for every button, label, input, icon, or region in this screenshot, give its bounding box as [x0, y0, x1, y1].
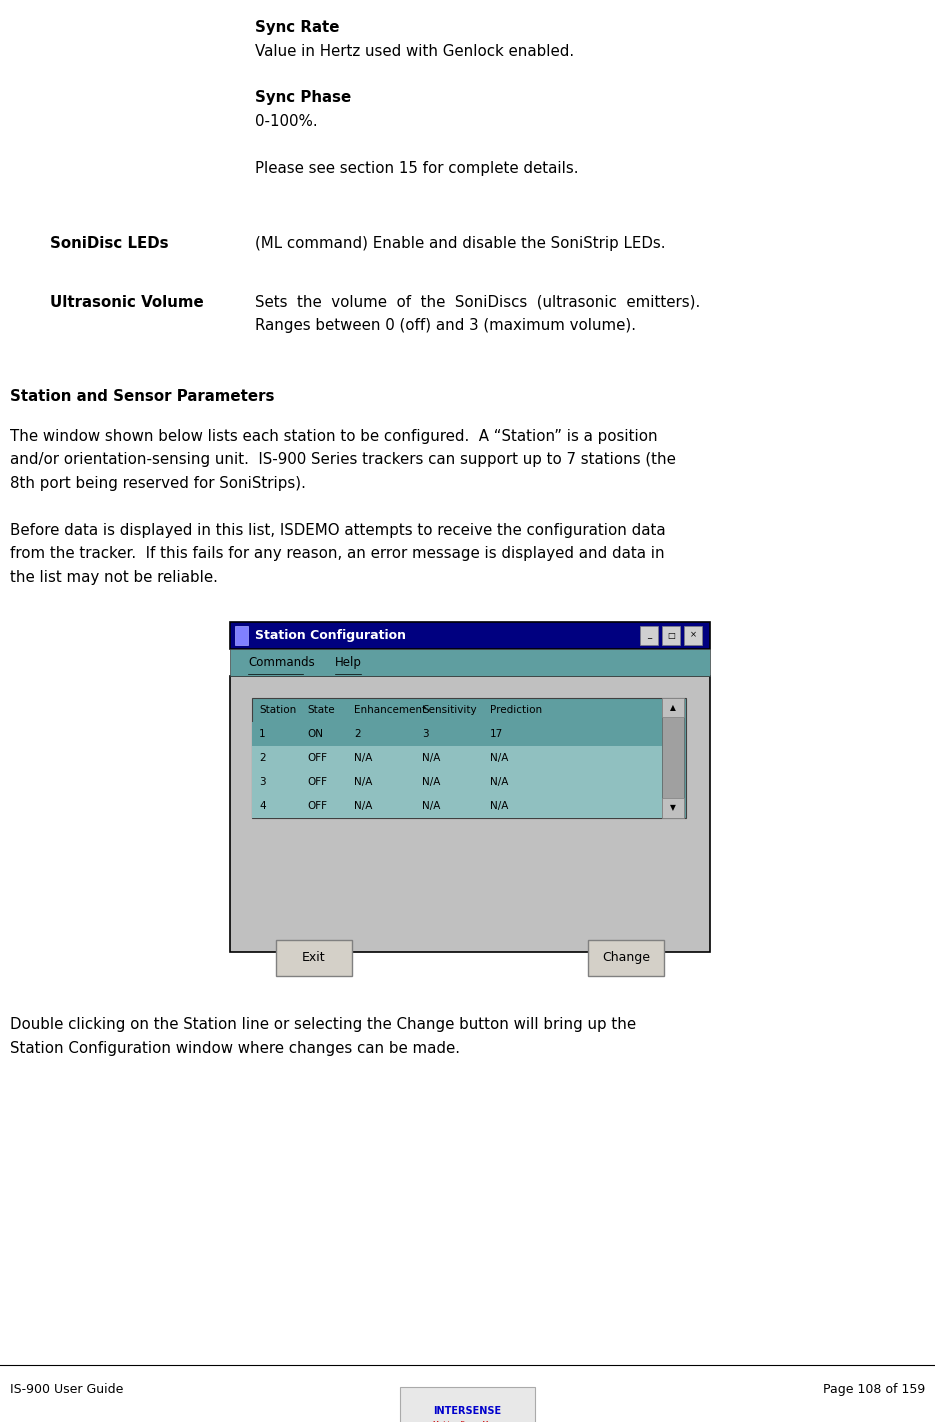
Bar [400, 1386, 535, 1422]
Text: OFF: OFF [307, 801, 327, 811]
Text: 4: 4 [259, 801, 266, 811]
Text: N/A: N/A [354, 776, 372, 786]
Text: Help: Help [335, 656, 362, 668]
Text: Double clicking on the Station line or selecting the Change button will bring up: Double clicking on the Station line or s… [10, 1017, 636, 1032]
Text: 0-100%.: 0-100%. [255, 114, 318, 129]
FancyBboxPatch shape [276, 940, 352, 975]
FancyBboxPatch shape [588, 940, 664, 975]
Text: Prediction: Prediction [490, 704, 542, 715]
Text: ×: × [689, 630, 697, 640]
Text: Enhancement: Enhancement [354, 704, 426, 715]
Text: INTERSENSE: INTERSENSE [434, 1406, 501, 1416]
Text: from the tracker.  If this fails for any reason, an error message is displayed a: from the tracker. If this fails for any … [10, 546, 665, 562]
Text: 3: 3 [259, 776, 266, 786]
Text: State: State [307, 704, 335, 715]
Bar [230, 621, 710, 648]
Text: Exit: Exit [302, 951, 325, 964]
Text: 3: 3 [422, 728, 428, 738]
Text: SoniDisc LEDs: SoniDisc LEDs [50, 236, 168, 252]
Text: 1: 1 [259, 728, 266, 738]
Text: OFF: OFF [307, 752, 327, 762]
Bar [662, 626, 680, 644]
Text: 8th port being reserved for SoniStrips).: 8th port being reserved for SoniStrips). [10, 476, 306, 491]
Text: N/A: N/A [354, 801, 372, 811]
Text: Sync Phase: Sync Phase [255, 91, 352, 105]
Text: Station Configuration window where changes can be made.: Station Configuration window where chang… [10, 1041, 460, 1057]
Bar [230, 675, 710, 951]
Bar [230, 648, 710, 675]
Text: Station: Station [259, 704, 296, 715]
Text: N/A: N/A [490, 752, 509, 762]
Bar [684, 626, 702, 644]
Text: Page 108 of 159: Page 108 of 159 [823, 1384, 925, 1396]
Text: (ML command) Enable and disable the SoniStrip LEDs.: (ML command) Enable and disable the Soni… [255, 236, 666, 252]
Text: Sets  the  volume  of  the  SoniDiscs  (ultrasonic  emitters).: Sets the volume of the SoniDiscs (ultras… [255, 294, 700, 310]
Bar [252, 745, 662, 769]
Text: N/A: N/A [354, 752, 372, 762]
Text: Before data is displayed in this list, ISDEMO attempts to receive the configurat: Before data is displayed in this list, I… [10, 523, 666, 538]
Text: N/A: N/A [490, 801, 509, 811]
Bar [662, 698, 684, 818]
Bar [252, 793, 662, 818]
Text: ▲: ▲ [670, 702, 676, 711]
Bar [252, 698, 686, 818]
Text: Station and Sensor Parameters: Station and Sensor Parameters [10, 390, 275, 404]
Text: N/A: N/A [422, 752, 440, 762]
Text: Ranges between 0 (off) and 3 (maximum volume).: Ranges between 0 (off) and 3 (maximum vo… [255, 319, 636, 333]
Bar [252, 769, 662, 793]
Text: 17: 17 [490, 728, 503, 738]
Text: N/A: N/A [490, 776, 509, 786]
Text: 2: 2 [259, 752, 266, 762]
Bar [640, 626, 658, 644]
Text: Sync Rate: Sync Rate [255, 20, 339, 36]
Text: OFF: OFF [307, 776, 327, 786]
Bar [662, 798, 684, 818]
Text: Commands: Commands [248, 656, 315, 668]
Text: The window shown below lists each station to be configured.  A “Station” is a po: The window shown below lists each statio… [10, 429, 657, 444]
Bar [252, 721, 662, 745]
Text: IS-900 User Guide: IS-900 User Guide [10, 1384, 123, 1396]
Text: _: _ [647, 630, 651, 640]
Text: Please see section 15 for complete details.: Please see section 15 for complete detai… [255, 161, 579, 176]
Text: 2: 2 [354, 728, 361, 738]
Bar [235, 626, 248, 644]
Text: Sensitivity: Sensitivity [422, 704, 477, 715]
Text: Change: Change [602, 951, 650, 964]
Text: Station Configuration: Station Configuration [255, 629, 406, 641]
Text: and/or orientation-sensing unit.  IS-900 Series trackers can support up to 7 sta: and/or orientation-sensing unit. IS-900 … [10, 452, 676, 468]
Text: Value in Hertz used with Genlock enabled.: Value in Hertz used with Genlock enabled… [255, 44, 574, 58]
Text: ON: ON [307, 728, 323, 738]
Text: Ultrasonic Volume: Ultrasonic Volume [50, 294, 204, 310]
Text: N/A: N/A [422, 776, 440, 786]
Text: □: □ [667, 630, 675, 640]
Text: the list may not be reliable.: the list may not be reliable. [10, 570, 218, 584]
Bar [662, 698, 684, 717]
Text: N/A: N/A [422, 801, 440, 811]
Text: ▼: ▼ [670, 803, 676, 812]
